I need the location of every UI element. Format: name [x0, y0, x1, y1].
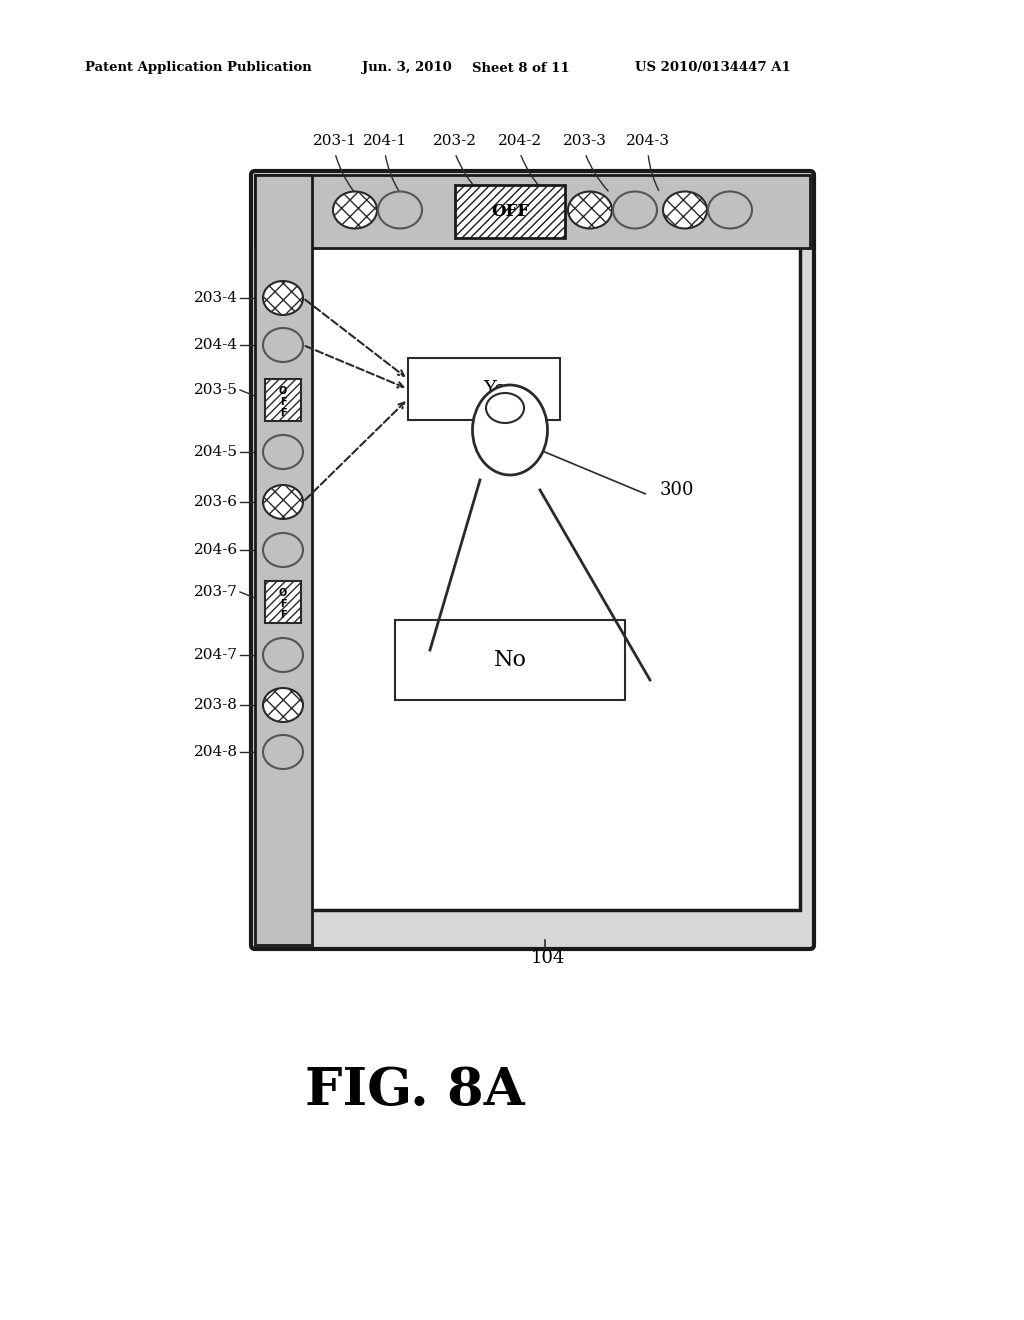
Ellipse shape [472, 385, 548, 475]
Bar [255, 176, 810, 248]
Text: 203-2: 203-2 [433, 135, 477, 148]
Text: 203-1: 203-1 [313, 135, 357, 148]
Bar [408, 358, 560, 420]
Text: 204-2: 204-2 [498, 135, 542, 148]
Ellipse shape [333, 191, 377, 228]
Ellipse shape [263, 688, 303, 722]
Bar [255, 176, 312, 945]
Ellipse shape [263, 735, 303, 770]
Text: 204-8: 204-8 [194, 744, 238, 759]
Text: 203-3: 203-3 [563, 135, 607, 148]
Ellipse shape [263, 638, 303, 672]
Text: 203-8: 203-8 [195, 698, 238, 711]
Text: No: No [494, 649, 526, 671]
Text: Sheet 8 of 11: Sheet 8 of 11 [472, 62, 569, 74]
Text: 204-7: 204-7 [194, 648, 238, 663]
Bar [455, 185, 565, 238]
Text: O: O [279, 385, 287, 396]
Text: F: F [280, 599, 287, 609]
Text: US 2010/0134447 A1: US 2010/0134447 A1 [635, 62, 791, 74]
Text: 204-1: 204-1 [362, 135, 408, 148]
Text: OFF: OFF [490, 203, 529, 220]
Text: 203-6: 203-6 [194, 495, 238, 510]
Text: 203-4: 203-4 [194, 290, 238, 305]
Ellipse shape [263, 327, 303, 362]
Bar [310, 215, 800, 909]
Bar [265, 379, 301, 421]
Text: O: O [279, 587, 287, 598]
Text: Jun. 3, 2010: Jun. 3, 2010 [362, 62, 452, 74]
Text: F: F [280, 408, 287, 418]
Text: 203-5: 203-5 [195, 383, 238, 397]
Bar [395, 620, 625, 700]
Bar [265, 581, 301, 623]
Ellipse shape [568, 191, 612, 228]
Ellipse shape [663, 191, 707, 228]
Ellipse shape [263, 436, 303, 469]
Ellipse shape [708, 191, 752, 228]
Text: 204-3: 204-3 [626, 135, 670, 148]
Text: 204-4: 204-4 [194, 338, 238, 352]
Text: 104: 104 [530, 949, 565, 968]
Ellipse shape [263, 484, 303, 519]
Text: 204-6: 204-6 [194, 543, 238, 557]
Ellipse shape [378, 191, 422, 228]
Text: 300: 300 [660, 480, 694, 499]
Text: Patent Application Publication: Patent Application Publication [85, 62, 311, 74]
Ellipse shape [613, 191, 657, 228]
Text: FIG. 8A: FIG. 8A [305, 1064, 525, 1115]
Ellipse shape [263, 533, 303, 568]
Text: F: F [280, 610, 287, 620]
Text: 204-5: 204-5 [194, 445, 238, 459]
Ellipse shape [263, 281, 303, 315]
Text: Yes: Yes [483, 380, 515, 399]
Text: F: F [280, 397, 287, 407]
Text: 203-7: 203-7 [195, 585, 238, 599]
Ellipse shape [486, 393, 524, 422]
FancyBboxPatch shape [251, 172, 814, 949]
